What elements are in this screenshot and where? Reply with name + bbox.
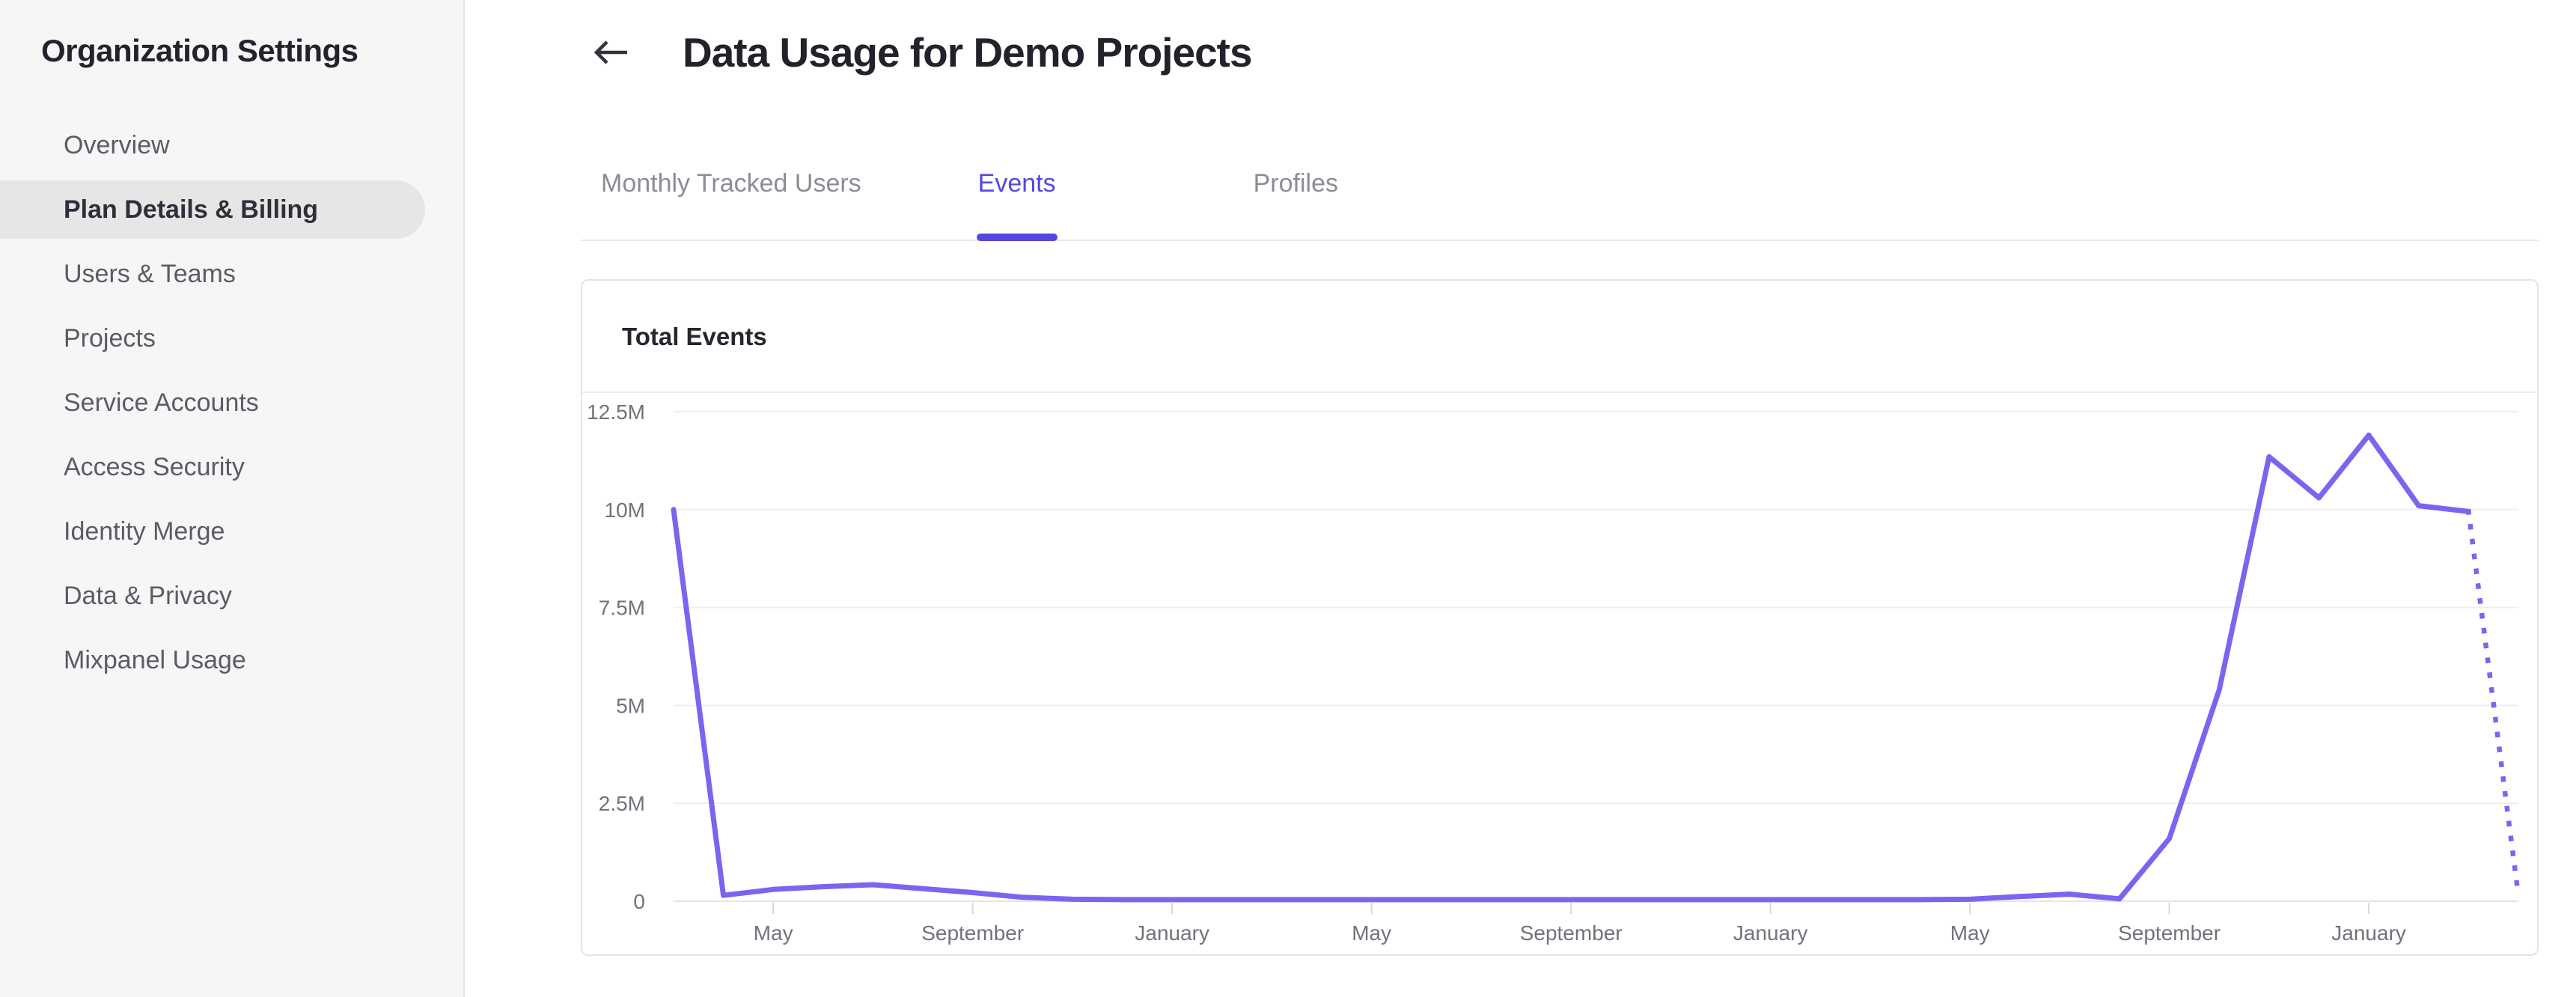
- sidebar: Organization Settings Overview Plan Detai…: [0, 0, 465, 997]
- sidebar-item-plan-details-billing[interactable]: Plan Details & Billing: [0, 180, 425, 239]
- usage-card: Total Events: [581, 279, 2539, 956]
- sidebar-item-identity-merge[interactable]: Identity Merge: [64, 516, 225, 546]
- x-axis-label: May: [1950, 921, 1990, 945]
- tab-monthly-tracked-users[interactable]: Monthly Tracked Users: [601, 169, 861, 198]
- card-header: Total Events: [582, 281, 2537, 393]
- tab-events[interactable]: Events: [976, 169, 1057, 241]
- y-axis-label: 0: [633, 890, 645, 913]
- events-usage-line-chart[interactable]: 12.5M 10M 7.5M 5M 2.5M 0 May September January Ma…: [581, 393, 2539, 956]
- sidebar-item-overview[interactable]: Overview: [64, 130, 170, 159]
- x-axis-label: January: [1733, 921, 1808, 945]
- sidebar-item-data-privacy[interactable]: Data & Privacy: [64, 581, 232, 610]
- x-axis-label: September: [1520, 921, 1623, 945]
- x-axis-label: January: [1135, 921, 1209, 945]
- total-events-series-line[interactable]: [671, 432, 2471, 903]
- sidebar-item-service-accounts[interactable]: Service Accounts: [64, 388, 259, 417]
- y-axis-label: 7.5M: [599, 597, 645, 620]
- x-axis-label: May: [754, 921, 793, 945]
- y-axis-label: 12.5M: [587, 400, 645, 424]
- arrow-left-icon: [593, 40, 629, 68]
- x-axis-label: May: [1352, 921, 1391, 945]
- sidebar-item-access-security[interactable]: Access Security: [64, 452, 245, 481]
- projected-segment-dotted: [2465, 508, 2521, 898]
- sidebar-item-projects[interactable]: Projects: [64, 323, 156, 353]
- x-axis-label: January: [2331, 921, 2406, 945]
- y-axis-label: 5M: [616, 694, 645, 717]
- back-button[interactable]: [593, 39, 629, 66]
- total-events-chart: 12.5M 10M 7.5M 5M 2.5M 0 May September January Ma…: [581, 393, 2539, 956]
- tab-profiles[interactable]: Profiles: [1253, 169, 1338, 198]
- x-axis-label: September: [2118, 921, 2221, 945]
- y-axis-label: 10M: [605, 498, 645, 522]
- sidebar-item-users-teams[interactable]: Users & Teams: [64, 259, 236, 288]
- sidebar-nav: Overview Plan Details & Billing Users & Te…: [0, 116, 463, 695]
- sidebar-title: Organization Settings: [41, 33, 358, 68]
- x-axis-label: September: [921, 921, 1024, 945]
- page-title: Data Usage for Demo Projects: [683, 29, 1253, 76]
- tabs-bar: Monthly Tracked Users Events Profiles: [581, 146, 2539, 241]
- card-title: Total Events: [622, 323, 767, 350]
- sidebar-item-mixpanel-usage[interactable]: Mixpanel Usage: [64, 645, 246, 674]
- y-axis-label: 2.5M: [599, 792, 645, 815]
